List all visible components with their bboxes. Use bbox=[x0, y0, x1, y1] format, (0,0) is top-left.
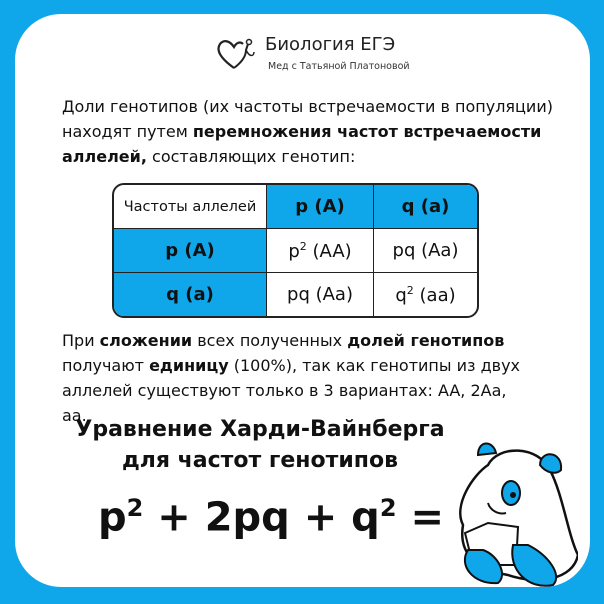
panda-reading-book-illustration bbox=[459, 442, 578, 587]
row-header: q (a) bbox=[114, 273, 267, 316]
table-cell: q2 (aa) bbox=[395, 283, 456, 306]
col-header: p (A) bbox=[267, 185, 374, 229]
brand-subtitle: Мед с Татьяной Платоновой bbox=[268, 61, 410, 72]
row-header: p (A) bbox=[114, 229, 267, 273]
col-header: q (a) bbox=[374, 185, 477, 229]
brand-title: Биология ЕГЭ bbox=[265, 34, 396, 55]
table-row: q (a) pq (Aa) q2 (aa) bbox=[114, 273, 477, 316]
allele-frequency-table: Частоты аллелей p (A) q (a) p (A) p2 (AA… bbox=[112, 183, 479, 318]
heart-stethoscope-icon bbox=[217, 38, 255, 69]
logo bbox=[214, 36, 258, 72]
table-corner: Частоты аллелей bbox=[114, 185, 267, 229]
table-header-row: Частоты аллелей p (A) q (a) bbox=[114, 185, 477, 229]
table-cell: pq (Aa) bbox=[267, 273, 374, 316]
intro-text: Доли генотипов (их частоты встречаемости… bbox=[62, 97, 553, 166]
summary-text: При сложении всех полученных долей генот… bbox=[62, 331, 521, 425]
table-cell: pq (Aa) bbox=[374, 229, 477, 273]
table-row: p (A) p2 (AA) pq (Aa) bbox=[114, 229, 477, 273]
table-cell: p2 (AA) bbox=[267, 229, 374, 273]
equation-heading: Уравнение Харди-Вайнберга для частот гено… bbox=[75, 417, 445, 473]
hardy-weinberg-formula: p2 + 2pq + q2 = 1 bbox=[98, 494, 486, 541]
